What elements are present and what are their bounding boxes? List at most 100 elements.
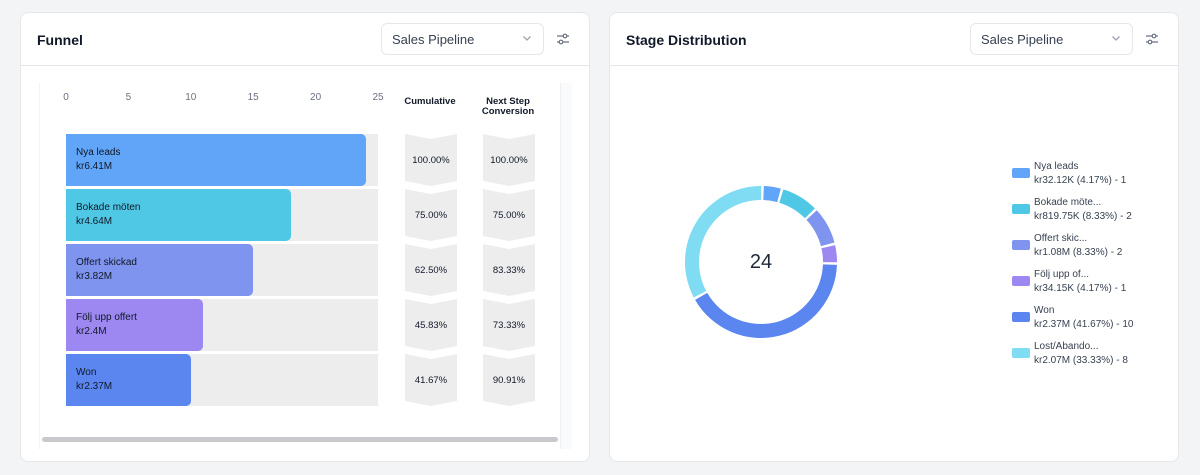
chevron-shape (483, 354, 535, 406)
legend-label: Nya leads (1034, 161, 1079, 172)
legend-swatch (1012, 312, 1030, 322)
next-step-header-line2: Conversion (481, 106, 535, 117)
cumulative-cell: 75.00% (405, 189, 457, 241)
legend-swatch (1012, 276, 1030, 286)
cumulative-cell: 41.67% (405, 354, 457, 406)
conversion-cell: 100.00% (483, 134, 535, 186)
funnel-title: Funnel (37, 32, 83, 48)
bar-stage-amount: kr2.37M (76, 381, 113, 392)
horizontal-scrollbar-thumb[interactable] (42, 437, 558, 442)
legend-text: Följ upp of... kr34.15K (4.17%) - 1 (1034, 268, 1126, 296)
funnel-pipeline-select[interactable]: Sales Pipeline (381, 23, 544, 55)
donut-slice[interactable] (763, 186, 781, 203)
chevron-shape (405, 244, 457, 296)
cumulative-cell: 45.83% (405, 299, 457, 351)
chevron-down-icon (523, 36, 531, 41)
conversion-cell: 75.00% (483, 189, 535, 241)
conversion-cell-value: 83.33% (492, 264, 526, 276)
legend-swatch (1012, 348, 1030, 358)
conversion-cell-value: 75.00% (492, 209, 526, 221)
bar-stage-amount: kr3.82M (76, 271, 113, 282)
legend-label: Offert skic... (1034, 233, 1088, 244)
bar-label: Won kr2.37M (76, 366, 112, 394)
conversion-cell: 83.33% (483, 244, 535, 296)
chevron-shape (483, 244, 535, 296)
bar-stage-name: Följ upp offert (76, 312, 137, 323)
cumulative-cell: 100.00% (405, 134, 457, 186)
next-step-header: Next Step Conversion (480, 97, 536, 117)
chevron-shape (405, 299, 457, 351)
bar-label: Bokade möten kr4.64M (76, 201, 141, 229)
donut-slice[interactable] (695, 264, 837, 338)
conversion-cell-value: 90.91% (492, 374, 526, 386)
donut-slice[interactable] (685, 186, 762, 298)
funnel-bar[interactable] (66, 189, 291, 241)
x-axis-tick: 25 (372, 92, 384, 103)
legend-text: Nya leads kr32.12K (4.17%) - 1 (1034, 160, 1126, 188)
horizontal-scrollbar[interactable] (40, 434, 572, 444)
distribution-header: Stage Distribution Sales Pipeline (610, 13, 1178, 66)
legend-detail: kr32.12K (4.17%) - 1 (1034, 175, 1127, 186)
donut-slice[interactable] (821, 245, 837, 263)
bar-stage-amount: kr4.64M (76, 216, 113, 227)
chevron-shape (483, 189, 535, 241)
donut-svg (685, 186, 837, 338)
funnel-bar[interactable] (66, 244, 254, 296)
chevron-shape (405, 189, 457, 241)
conversion-cell: 90.91% (483, 354, 535, 406)
bar-stage-amount: kr2.4M (76, 326, 107, 337)
legend-detail: kr2.37M (41.67%) - 10 (1034, 319, 1134, 330)
settings-sliders-icon[interactable] (1144, 31, 1160, 47)
funnel-pipeline-value: Sales Pipeline (392, 32, 475, 47)
legend-label: Won (1034, 305, 1055, 316)
chevron-shape (483, 299, 535, 351)
funnel-header: Funnel Sales Pipeline (21, 13, 589, 66)
legend-detail: kr1.08M (8.33%) - 2 (1034, 247, 1123, 258)
legend-text: Won kr2.37M (41.67%) - 10 (1034, 304, 1134, 332)
legend-text: Bokade möte... kr819.75K (8.33%) - 2 (1034, 196, 1132, 224)
bar-stage-name: Offert skickad (76, 257, 137, 268)
legend-detail: kr34.15K (4.17%) - 1 (1034, 283, 1127, 294)
distribution-pipeline-value: Sales Pipeline (981, 32, 1064, 47)
cumulative-cell-value: 100.00% (412, 154, 450, 166)
settings-sliders-icon[interactable] (555, 31, 571, 47)
distribution-pipeline-select[interactable]: Sales Pipeline (970, 23, 1133, 55)
legend-text: Lost/Abando... kr2.07M (33.33%) - 8 (1034, 340, 1128, 368)
funnel-bar[interactable] (66, 354, 191, 406)
chevron-down-icon (1112, 36, 1120, 41)
x-axis-tick: 0 (63, 92, 69, 103)
cumulative-cell: 62.50% (405, 244, 457, 296)
funnel-bar[interactable] (66, 134, 366, 186)
conversion-cell-value: 100.00% (490, 154, 528, 166)
legend-swatch (1012, 204, 1030, 214)
conversion-cell-value: 73.33% (492, 319, 526, 331)
stage-distribution-card: Stage Distribution Sales Pipeline 24 Nya… (609, 12, 1179, 462)
vertical-scrollbar[interactable] (560, 83, 572, 449)
funnel-bar[interactable] (66, 299, 204, 351)
legend-text: Offert skic... kr1.08M (8.33%) - 2 (1034, 232, 1122, 260)
donut-slice[interactable] (806, 210, 835, 247)
bar-stage-name: Won (76, 367, 97, 378)
donut-total: 24 (749, 250, 773, 273)
legend-swatch (1012, 168, 1030, 178)
legend-label: Bokade möte... (1034, 197, 1102, 208)
bar-label: Offert skickad kr3.82M (76, 256, 137, 284)
funnel-chart: 0 5 10 15 20 25 Cumulative Next Step Conversi… (39, 83, 572, 449)
donut-slice[interactable] (779, 189, 815, 219)
bar-label: Följ upp offert kr2.4M (76, 311, 137, 339)
funnel-card: Funnel Sales Pipeline 0 5 10 15 20 25 Cumulat… (20, 12, 590, 462)
legend-label: Följ upp of... (1034, 269, 1090, 280)
distribution-title: Stage Distribution (626, 32, 747, 48)
x-axis-tick: 20 (310, 92, 322, 103)
legend-swatch (1012, 240, 1030, 250)
bar-stage-name: Nya leads (76, 147, 121, 158)
bar-stage-name: Bokade möten (76, 202, 141, 213)
cumulative-cell-value: 45.83% (414, 319, 448, 331)
donut-chart: 24 (684, 185, 838, 339)
chevron-shape (405, 134, 457, 186)
bar-stage-amount: kr6.41M (76, 161, 113, 172)
legend-detail: kr2.07M (33.33%) - 8 (1034, 355, 1128, 366)
x-axis-tick: 5 (125, 92, 132, 103)
chevron-shape (405, 354, 457, 406)
legend-label: Lost/Abando... (1034, 341, 1099, 352)
